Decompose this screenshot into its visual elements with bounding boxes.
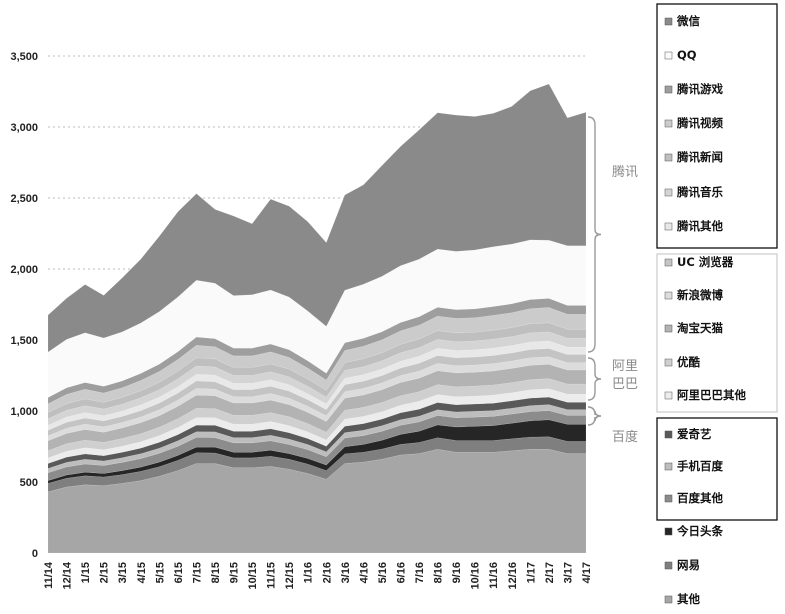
x-tick-label: 1/16 xyxy=(303,562,315,583)
y-tick-label: 3,000 xyxy=(10,122,38,134)
group-brace xyxy=(587,406,602,426)
legend-swatch xyxy=(664,291,673,300)
x-tick-label: 12/15 xyxy=(284,562,296,590)
group-brace xyxy=(587,116,602,353)
x-tick-label: 4/17 xyxy=(581,562,593,583)
legend-label: 百度其他 xyxy=(677,491,723,505)
legend-label: QQ xyxy=(677,48,697,62)
x-tick-label: 5/15 xyxy=(154,562,166,583)
x-tick-label: 11/16 xyxy=(488,562,500,589)
legend-swatch xyxy=(664,258,673,267)
y-axis-ticks: 0 500 1,000 1,500 2,000 2,500 3,000 3,500 xyxy=(10,51,38,560)
x-tick-label: 8/16 xyxy=(433,562,445,583)
legend-label: 腾讯其他 xyxy=(677,219,723,233)
x-tick-label: 12/16 xyxy=(507,562,519,590)
y-tick-label: 3,500 xyxy=(10,51,38,63)
legend-swatch xyxy=(664,595,673,604)
x-tick-label: 1/17 xyxy=(525,562,537,583)
legend-label: 爱奇艺 xyxy=(677,427,712,441)
x-tick-label: 6/16 xyxy=(395,562,407,583)
group-label: 百度 xyxy=(612,429,638,445)
legend-swatch xyxy=(664,188,673,197)
y-tick-label: 0 xyxy=(32,548,38,560)
legend-label: 腾讯视频 xyxy=(677,116,723,130)
x-tick-label: 2/15 xyxy=(99,562,111,583)
y-tick-label: 1,500 xyxy=(10,335,38,347)
legend-swatch xyxy=(664,17,673,26)
y-tick-label: 500 xyxy=(20,477,38,489)
x-tick-label: 9/15 xyxy=(229,562,241,583)
x-tick-label: 3/16 xyxy=(340,562,352,583)
group-brace xyxy=(587,357,602,401)
legend-label: 微信 xyxy=(676,14,700,28)
legend-swatch xyxy=(664,430,673,439)
legend-label: 腾讯新闻 xyxy=(677,150,723,164)
legend-group-box xyxy=(656,3,778,249)
legend-swatch xyxy=(664,527,673,536)
area-series xyxy=(47,83,587,554)
legend-label: 腾讯游戏 xyxy=(677,82,723,96)
x-tick-label: 1/15 xyxy=(80,562,92,583)
x-tick-label: 11/14 xyxy=(43,561,55,589)
x-tick-label: 2/16 xyxy=(321,562,333,583)
legend-label: 其他 xyxy=(677,592,700,606)
x-tick-label: 4/16 xyxy=(358,562,370,583)
group-label: 巴巴 xyxy=(612,377,638,392)
legend-swatch xyxy=(664,494,673,503)
group-label: 阿里 xyxy=(612,359,638,374)
legend-swatch xyxy=(664,391,673,400)
x-tick-label: 2/17 xyxy=(544,562,556,583)
legend-label: UC 浏览器 xyxy=(677,255,734,269)
y-tick-label: 2,500 xyxy=(10,193,38,205)
legend-swatch xyxy=(664,561,673,570)
x-tick-label: 8/15 xyxy=(210,562,222,583)
legend-label: 阿里巴巴其他 xyxy=(677,388,746,402)
x-tick-label: 10/15 xyxy=(247,562,259,590)
legend-label: 今日头条 xyxy=(676,524,723,538)
legend-label: 手机百度 xyxy=(677,459,723,473)
legend-label: 优酷 xyxy=(677,355,700,369)
legend-swatch xyxy=(664,324,673,333)
legend-swatch xyxy=(664,153,673,162)
group-label: 腾讯 xyxy=(612,164,638,180)
x-tick-label: 3/17 xyxy=(562,562,574,583)
legend-label: 腾讯音乐 xyxy=(677,185,723,199)
legend-group-box xyxy=(656,417,778,521)
legend-swatch xyxy=(664,119,673,128)
legend-swatch xyxy=(664,222,673,231)
x-tick-label: 4/15 xyxy=(136,562,148,583)
x-tick-label: 6/15 xyxy=(173,562,185,583)
x-tick-label: 5/16 xyxy=(377,562,389,583)
legend-label: 淘宝天猫 xyxy=(677,321,723,335)
legend-swatch xyxy=(664,462,673,471)
legend-label: 网易 xyxy=(677,558,700,572)
area-series-17 xyxy=(47,83,587,353)
x-tick-label: 11/15 xyxy=(266,562,278,589)
legend-swatch xyxy=(664,51,673,60)
y-tick-label: 2,000 xyxy=(10,264,38,276)
x-axis-ticks: 11/14 12/14 1/15 2/15 3/15 4/15 5/15 6/15 7/15 8/… xyxy=(43,561,593,589)
legend-group-box xyxy=(656,253,778,413)
x-tick-label: 7/15 xyxy=(191,562,203,583)
y-tick-label: 1,000 xyxy=(10,406,38,418)
x-tick-label: 7/16 xyxy=(414,562,426,583)
legend-swatch xyxy=(664,85,673,94)
x-tick-label: 10/16 xyxy=(470,562,482,590)
legend-swatch xyxy=(664,358,673,367)
x-tick-label: 12/14 xyxy=(62,561,74,589)
legend-label: 新浪微博 xyxy=(677,288,723,302)
x-tick-label: 3/15 xyxy=(117,562,129,583)
x-tick-label: 9/16 xyxy=(451,562,463,583)
